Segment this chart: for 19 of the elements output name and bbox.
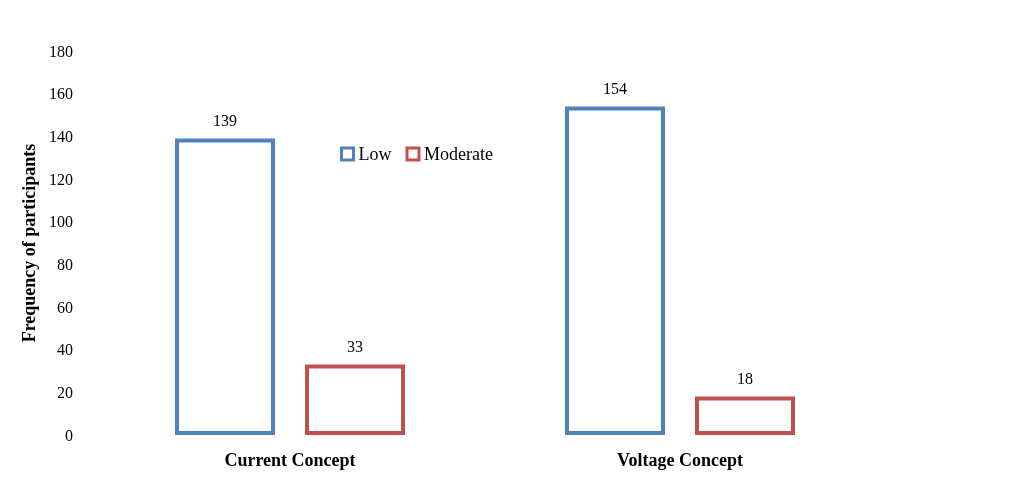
y-tick-label: 80 xyxy=(57,255,73,273)
y-tick-label: 0 xyxy=(65,426,73,444)
y-tick-label: 40 xyxy=(57,341,73,359)
data-label: 154 xyxy=(603,79,627,97)
legend-label: Low xyxy=(358,144,392,164)
y-tick-label: 100 xyxy=(49,213,73,231)
x-tick-label: Voltage Concept xyxy=(617,450,743,470)
data-label: 18 xyxy=(737,370,753,388)
y-axis-title: Frequency of participants xyxy=(19,143,40,343)
y-tick-label: 120 xyxy=(49,170,73,188)
x-tick-label: Current Concept xyxy=(224,450,356,470)
data-label: 139 xyxy=(213,111,237,129)
data-label: 33 xyxy=(347,338,363,356)
y-tick-label: 20 xyxy=(57,383,73,401)
legend-label: Moderate xyxy=(423,144,493,164)
y-tick-label: 180 xyxy=(49,42,73,60)
y-tick-label: 60 xyxy=(57,298,73,316)
y-tick-label: 140 xyxy=(49,127,73,145)
y-tick-label: 160 xyxy=(49,85,73,103)
